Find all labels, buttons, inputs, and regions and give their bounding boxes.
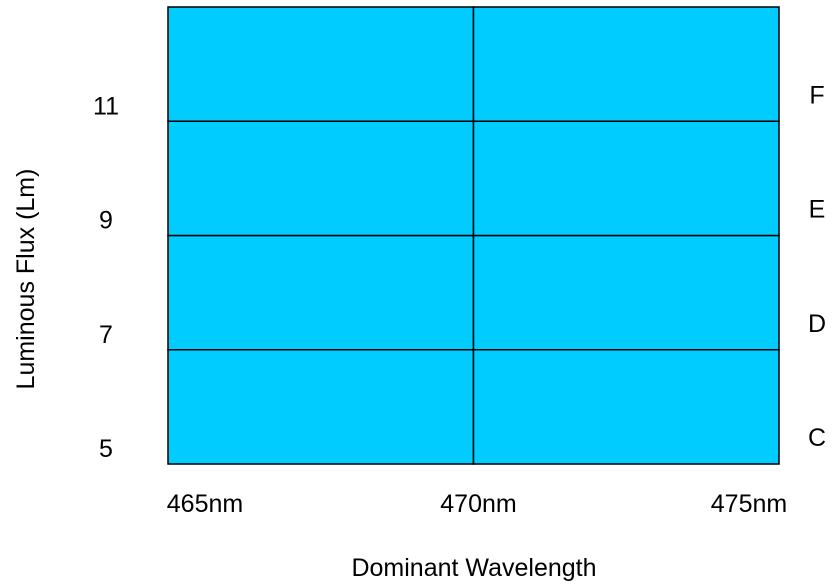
x-tick-labels: 465nm 470nm 475nm xyxy=(167,490,787,518)
x-axis-label: Dominant Wavelength xyxy=(351,554,596,582)
bin-cell-e-2 xyxy=(472,120,780,237)
bin-label-e: E xyxy=(809,196,826,224)
bin-cell-d-1 xyxy=(167,234,475,351)
x-tick-label: 475nm xyxy=(711,490,787,518)
bin-cell-e-1 xyxy=(167,120,475,237)
bin-cell-c-1 xyxy=(167,349,475,465)
y-tick-labels: 5 7 9 11 xyxy=(93,92,119,463)
y-tick-label: 7 xyxy=(99,321,113,349)
y-tick-label: 11 xyxy=(93,92,119,120)
bin-label-c: C xyxy=(808,424,826,452)
bin-cell-d-2 xyxy=(472,234,780,351)
y-tick-label: 5 xyxy=(99,435,113,463)
bin-cell-c-2 xyxy=(472,349,780,465)
bin-cell-f-2 xyxy=(472,6,780,122)
x-tick-label: 465nm xyxy=(167,490,243,518)
bin-cell-f-1 xyxy=(167,6,475,122)
bin-cells xyxy=(167,6,780,465)
y-axis-label: Luminous Flux (Lm) xyxy=(12,169,40,390)
bin-label-d: D xyxy=(808,310,826,338)
bin-labels: C D E F xyxy=(808,81,826,452)
x-tick-label: 470nm xyxy=(440,490,516,518)
bin-label-f: F xyxy=(809,81,824,109)
y-tick-label: 9 xyxy=(99,207,113,235)
